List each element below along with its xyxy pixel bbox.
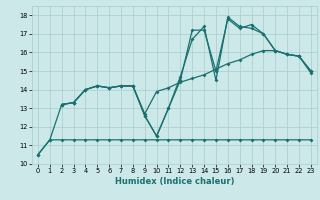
X-axis label: Humidex (Indice chaleur): Humidex (Indice chaleur) <box>115 177 234 186</box>
